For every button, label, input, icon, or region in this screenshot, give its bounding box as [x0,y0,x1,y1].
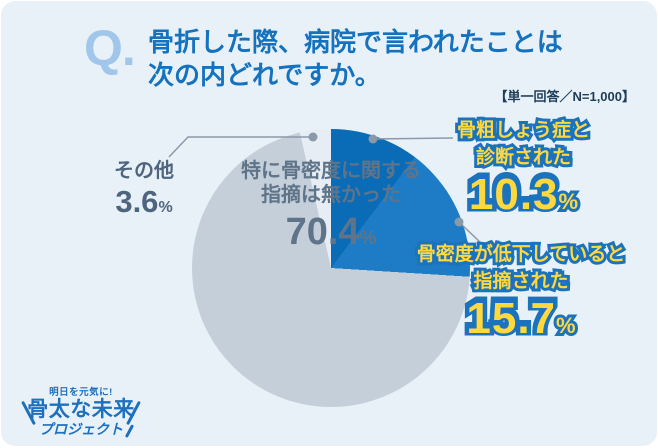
slice-value-osteoporosis: 10.3% [431,172,616,218]
slice-label-no-mention-line1: 特に骨密度に関する [241,160,421,182]
slice-label-low-density-line1: 骨密度が低下していると [406,241,636,268]
slice-label-no-mention: 特に骨密度に関する 指摘は無かった 70.4% [192,159,470,260]
slice-label-osteoporosis: 骨粗しょう症と 診断された 10.3% [431,117,616,218]
survey-condition-note: 【単一回答／N=1,000】 [494,89,635,104]
slice-value-low-density: 15.7% [406,296,636,342]
slice-value-no-mention: 70.4% [285,211,377,253]
percent-sign: % [559,189,579,214]
slice-label-low-density: 骨密度が低下していると 指摘された 15.7% [406,241,636,342]
question-title-line2: 次の内どれですか。 [148,60,381,90]
slice-label-osteoporosis-line2: 診断された [431,144,616,171]
slice-label-osteoporosis-line1: 骨粗しょう症と [431,117,616,144]
percent-sign: % [359,228,377,249]
logo-name: 骨太な未来 [27,398,135,421]
slice-label-no-mention-line2: 指摘は無かった [261,184,401,206]
question-title: 骨折した際、病院で言われたことは 次の内どれですか。 [148,26,563,92]
question-mark: Q. [84,20,136,76]
slice-label-other-text: その他 [114,160,174,182]
logo-tagline: 明日を元気に! [49,387,113,398]
slice-value-other: 3.6% [115,184,173,219]
percent-sign: % [556,313,576,338]
question-title-line1: 骨折した際、病院で言われたことは [148,27,563,57]
percent-sign: % [158,199,173,216]
slice-label-low-density-line2: 指摘された [406,268,636,295]
logo-subtitle: プロジェクト [39,421,123,437]
brand-logo: 明日を元気に! 骨太な未来 プロジェクト [21,384,141,438]
slice-label-other: その他 3.6% [89,159,199,225]
